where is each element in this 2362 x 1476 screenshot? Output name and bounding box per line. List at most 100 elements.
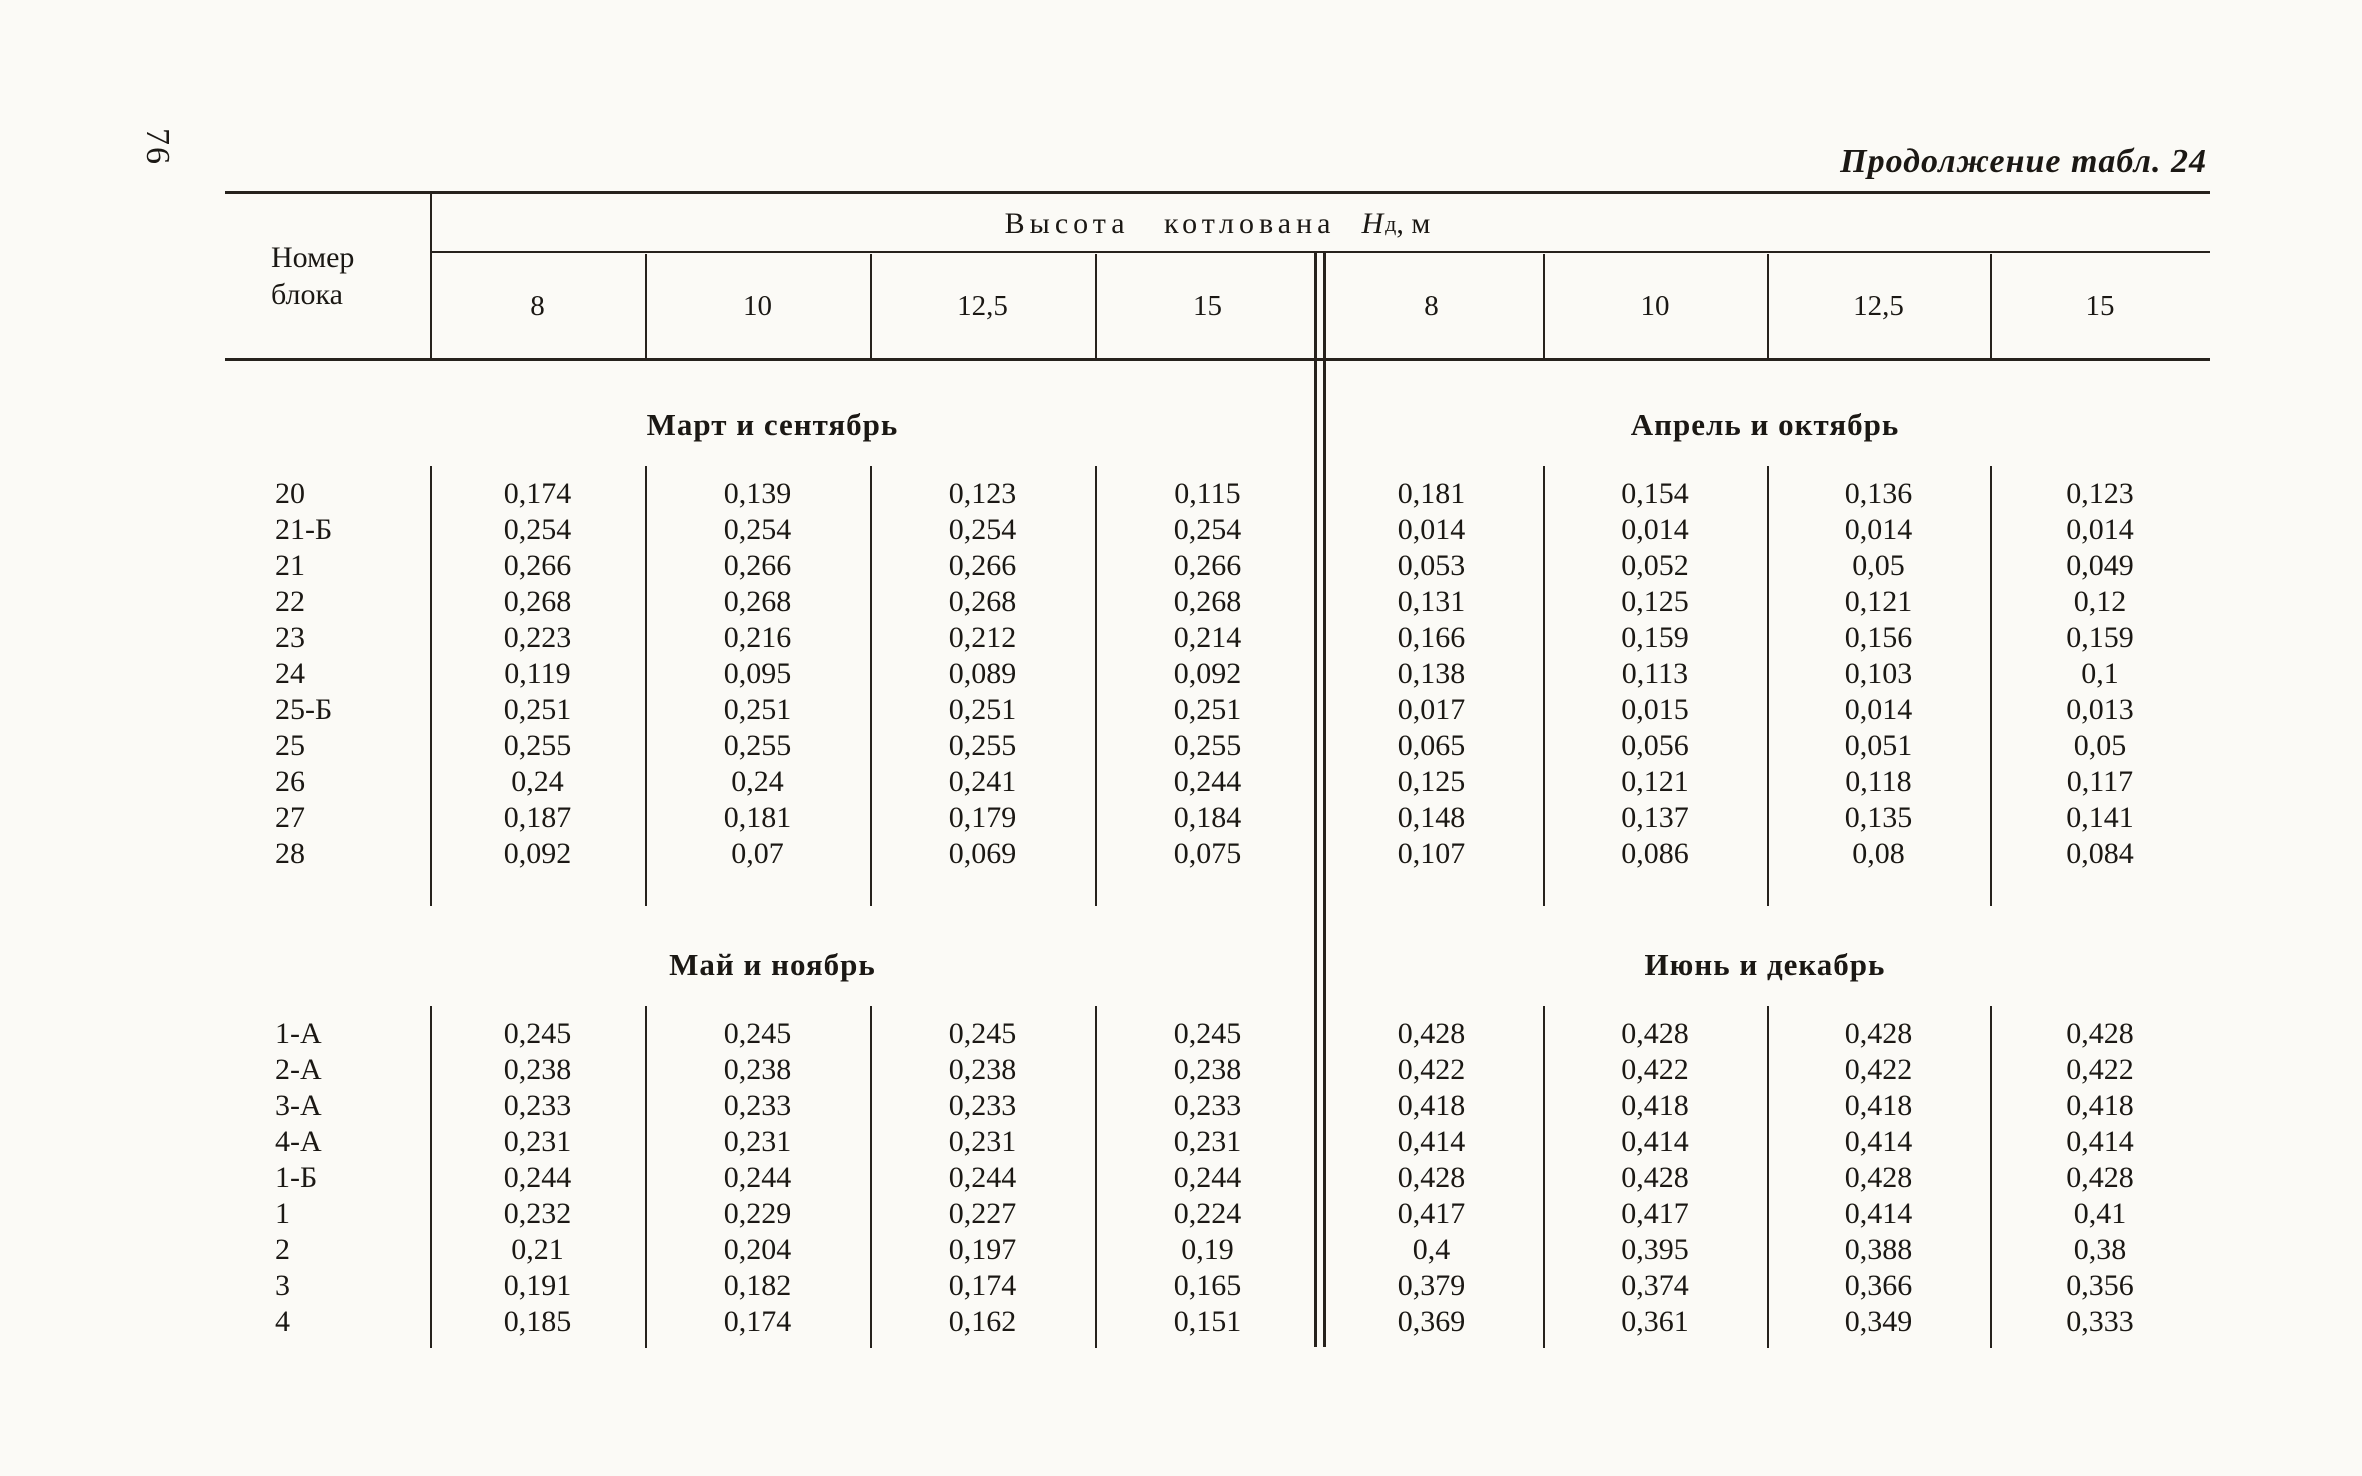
value-cell: 0,414 <box>2066 1125 2134 1158</box>
value-cell: 0,254 <box>723 513 792 546</box>
center-double-line-left <box>1314 251 1317 1347</box>
value-cell: 0,056 <box>1621 729 1689 762</box>
value-cell: 0,245 <box>948 1017 1017 1050</box>
value-cell: 0,115 <box>1174 477 1241 510</box>
table-row: 1-Б 0,244 0,244 0,244 0,244 0,428 0,428 0,428 0,… <box>225 1160 2210 1196</box>
value-cell: 0,117 <box>2066 765 2134 798</box>
table-row: 4 0,185 0,174 0,162 0,151 0,369 0,361 0,349 0,33… <box>225 1304 2210 1340</box>
value-cell: 0,254 <box>503 513 572 546</box>
value-cell: 0,014 <box>1844 513 1913 546</box>
value-cell: 0,135 <box>1844 801 1913 834</box>
table-row: 3 0,191 0,182 0,174 0,165 0,379 0,374 0,366 0,35… <box>225 1268 2210 1304</box>
value-cell: 0,254 <box>1173 513 1242 546</box>
value-cell: 0,24 <box>511 765 564 798</box>
table-row: 27 0,187 0,181 0,179 0,184 0,148 0,137 0,135 0,1… <box>225 800 2210 836</box>
value-cell: 0,238 <box>503 1053 572 1086</box>
value-cell: 0,131 <box>1397 585 1466 618</box>
value-cell: 0,428 <box>1621 1161 1689 1194</box>
block-number-cell: 3-А <box>275 1089 322 1122</box>
value-cell: 0,244 <box>948 1161 1017 1194</box>
column-separator <box>430 191 432 360</box>
value-cell: 0,07 <box>731 837 784 870</box>
value-cell: 0,05 <box>1852 549 1905 582</box>
value-cell: 0,204 <box>723 1233 792 1266</box>
table-row: 23 0,223 0,216 0,212 0,214 0,166 0,159 0,156 0,1… <box>225 620 2210 656</box>
page-number: 76 <box>139 128 176 166</box>
value-cell: 0,185 <box>503 1305 572 1338</box>
value-cell: 0,184 <box>1173 801 1242 834</box>
value-cell: 0,013 <box>2066 693 2134 726</box>
block-number-cell: 27 <box>275 801 305 834</box>
column-separator <box>1543 466 1545 906</box>
value-cell: 0,361 <box>1621 1305 1689 1338</box>
value-cell: 0,214 <box>1173 621 1242 654</box>
column-separator <box>1543 1006 1545 1348</box>
value-cell: 0,165 <box>1173 1269 1242 1302</box>
value-cell: 0,1 <box>2081 657 2119 690</box>
section-title-left: Март и сентябрь <box>646 407 899 442</box>
value-cell: 0,231 <box>503 1125 572 1158</box>
value-cell: 0,174 <box>503 477 572 510</box>
span-header-subscript: д <box>1385 211 1397 236</box>
value-cell: 0,255 <box>1173 729 1242 762</box>
value-cell: 0,181 <box>1397 477 1466 510</box>
value-cell: 0,251 <box>723 693 792 726</box>
value-cell: 0,156 <box>1844 621 1913 654</box>
value-cell: 0,356 <box>2066 1269 2134 1302</box>
span-header-unit: , м <box>1396 207 1431 240</box>
value-cell: 0,245 <box>723 1017 792 1050</box>
column-header: 15 <box>1193 289 1222 322</box>
table-row: 25 0,255 0,255 0,255 0,255 0,065 0,056 0,051 0,0… <box>225 728 2210 764</box>
value-cell: 0,374 <box>1621 1269 1689 1302</box>
value-cell: 0,123 <box>2066 477 2134 510</box>
value-cell: 0,414 <box>1397 1125 1466 1158</box>
table-row: 1-А 0,245 0,245 0,245 0,245 0,428 0,428 0,428 0,… <box>225 1016 2210 1052</box>
column-separator <box>1990 254 1992 358</box>
table-row: 20 0,174 0,139 0,123 0,115 0,181 0,154 0,136 0,1… <box>225 476 2210 512</box>
value-cell: 0,119 <box>504 657 571 690</box>
value-cell: 0,422 <box>2066 1053 2134 1086</box>
table-row: 3-А 0,233 0,233 0,233 0,233 0,418 0,418 0,418 0,… <box>225 1088 2210 1124</box>
value-cell: 0,049 <box>2066 549 2134 582</box>
block-number-cell: 2 <box>275 1233 290 1266</box>
section-title-right: Июнь и декабрь <box>1644 947 1886 982</box>
value-cell: 0,123 <box>948 477 1017 510</box>
value-cell: 0,369 <box>1397 1305 1466 1338</box>
value-cell: 0,255 <box>723 729 792 762</box>
value-cell: 0,244 <box>1173 1161 1242 1194</box>
value-cell: 0,095 <box>723 657 792 690</box>
table-row: 1 0,232 0,229 0,227 0,224 0,417 0,417 0,414 0,41 <box>225 1196 2210 1232</box>
value-cell: 0,191 <box>503 1269 572 1302</box>
value-cell: 0,231 <box>1173 1125 1242 1158</box>
column-header: 10 <box>743 289 772 322</box>
block-number-cell: 24 <box>275 657 305 690</box>
column-separator <box>430 1006 432 1348</box>
value-cell: 0,229 <box>723 1197 792 1230</box>
value-cell: 0,417 <box>1621 1197 1689 1230</box>
column-header: 12,5 <box>957 289 1008 322</box>
value-cell: 0,238 <box>948 1053 1017 1086</box>
block-number-cell: 1-А <box>275 1017 322 1050</box>
table-row: 24 0,119 0,095 0,089 0,092 0,138 0,113 0,103 0,1 <box>225 656 2210 692</box>
value-cell: 0,162 <box>948 1305 1017 1338</box>
table-row: 26 0,24 0,24 0,241 0,244 0,125 0,121 0,118 0,117 <box>225 764 2210 800</box>
block-number-cell: 21-Б <box>275 513 333 546</box>
column-separator <box>1543 254 1545 358</box>
value-cell: 0,154 <box>1621 477 1689 510</box>
value-cell: 0,05 <box>2073 729 2127 762</box>
center-double-line-right <box>1323 251 1326 1347</box>
value-cell: 0,092 <box>503 837 572 870</box>
value-cell: 0,069 <box>948 837 1017 870</box>
value-cell: 0,428 <box>2066 1161 2134 1194</box>
column-separator <box>870 1006 872 1348</box>
value-cell: 0,182 <box>723 1269 792 1302</box>
value-cell: 0,014 <box>2066 513 2134 546</box>
value-cell: 0,197 <box>948 1233 1017 1266</box>
row-header-label: Номер блока <box>225 193 430 358</box>
value-cell: 0,255 <box>948 729 1017 762</box>
value-cell: 0,266 <box>948 549 1017 582</box>
column-header: 8 <box>1424 289 1439 322</box>
column-separator <box>1095 254 1097 358</box>
value-cell: 0,125 <box>1621 585 1689 618</box>
value-cell: 0,151 <box>1173 1305 1242 1338</box>
